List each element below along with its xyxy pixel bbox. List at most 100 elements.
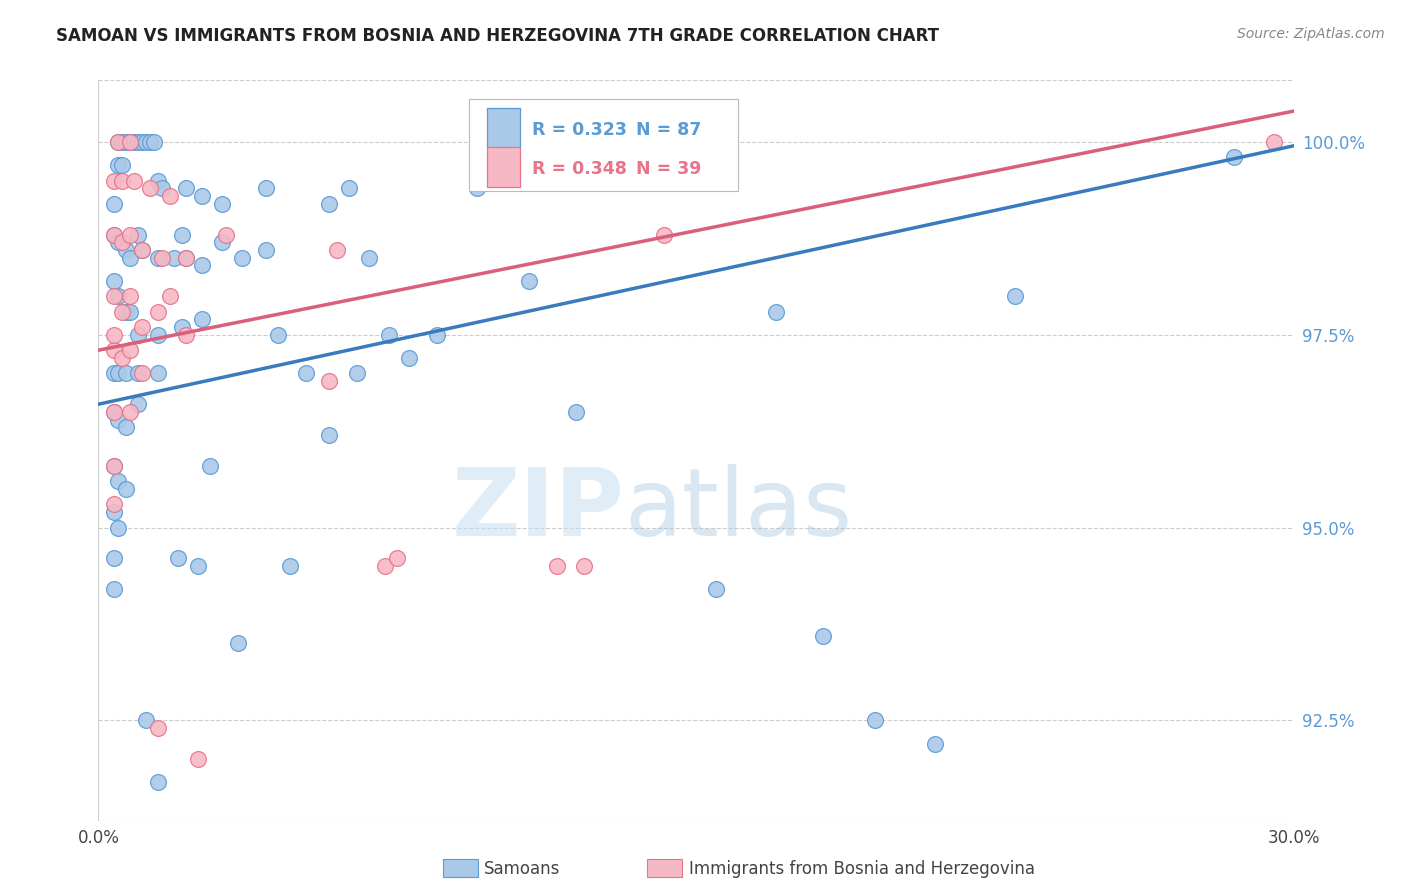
Point bbox=[111, 135, 134, 149]
Point bbox=[103, 227, 125, 242]
Point bbox=[813, 629, 835, 643]
Point bbox=[294, 367, 316, 381]
Point bbox=[120, 135, 142, 149]
Point bbox=[378, 327, 401, 342]
Text: Samoans: Samoans bbox=[484, 860, 560, 878]
Point bbox=[191, 312, 214, 326]
Point bbox=[187, 752, 209, 766]
Point bbox=[124, 135, 146, 149]
Text: atlas: atlas bbox=[624, 464, 852, 556]
Point bbox=[385, 551, 409, 566]
Y-axis label: 7th Grade: 7th Grade bbox=[0, 409, 8, 492]
Point bbox=[120, 135, 142, 149]
Point bbox=[115, 482, 138, 496]
Point bbox=[148, 304, 170, 318]
Point bbox=[278, 559, 301, 574]
Point bbox=[103, 327, 125, 342]
Point bbox=[346, 367, 368, 381]
Point bbox=[148, 327, 170, 342]
Point bbox=[103, 551, 125, 566]
Point bbox=[465, 181, 488, 195]
Point bbox=[131, 135, 153, 149]
Point bbox=[103, 196, 125, 211]
Point bbox=[103, 405, 125, 419]
Point bbox=[103, 173, 125, 187]
Point bbox=[174, 327, 197, 342]
Point bbox=[398, 351, 420, 365]
Point bbox=[254, 243, 277, 257]
Point bbox=[115, 135, 138, 149]
Point bbox=[111, 304, 134, 318]
Point bbox=[318, 428, 340, 442]
Text: Source: ZipAtlas.com: Source: ZipAtlas.com bbox=[1237, 27, 1385, 41]
Point bbox=[120, 289, 142, 303]
Point bbox=[103, 458, 125, 473]
Point bbox=[124, 173, 146, 187]
Point bbox=[163, 251, 186, 265]
Point bbox=[115, 243, 138, 257]
Text: R = 0.348: R = 0.348 bbox=[533, 160, 627, 178]
Point bbox=[103, 367, 125, 381]
Text: ZIP: ZIP bbox=[451, 464, 624, 556]
Point bbox=[267, 327, 290, 342]
Point bbox=[107, 158, 129, 172]
Point bbox=[120, 251, 142, 265]
Point bbox=[139, 181, 162, 195]
Point bbox=[103, 274, 125, 288]
Point bbox=[211, 235, 233, 250]
Point bbox=[111, 173, 134, 187]
Point bbox=[107, 475, 129, 489]
Point bbox=[135, 714, 157, 728]
Point bbox=[120, 405, 142, 419]
Point bbox=[652, 227, 675, 242]
Point bbox=[103, 289, 125, 303]
Point bbox=[637, 173, 659, 187]
Point bbox=[1223, 150, 1246, 164]
Point bbox=[115, 367, 138, 381]
Point bbox=[127, 135, 149, 149]
Point bbox=[131, 320, 153, 334]
Point bbox=[426, 327, 449, 342]
Point bbox=[226, 636, 249, 650]
FancyBboxPatch shape bbox=[486, 146, 520, 187]
Text: N = 39: N = 39 bbox=[637, 160, 702, 178]
Point bbox=[198, 458, 221, 473]
Point bbox=[167, 551, 190, 566]
Point bbox=[1263, 135, 1285, 149]
FancyBboxPatch shape bbox=[470, 99, 738, 191]
Point bbox=[231, 251, 253, 265]
Point bbox=[374, 559, 396, 574]
Point bbox=[103, 498, 125, 512]
Point bbox=[131, 367, 153, 381]
Point bbox=[1004, 289, 1026, 303]
Point bbox=[174, 251, 197, 265]
Point bbox=[326, 243, 349, 257]
Point bbox=[127, 397, 149, 411]
Point bbox=[103, 458, 125, 473]
Point bbox=[131, 243, 153, 257]
FancyBboxPatch shape bbox=[486, 108, 520, 148]
Point bbox=[148, 775, 170, 789]
Point bbox=[924, 737, 946, 751]
Point bbox=[318, 196, 340, 211]
Point bbox=[107, 520, 129, 534]
Point bbox=[111, 235, 134, 250]
Point bbox=[148, 721, 170, 735]
Point bbox=[111, 351, 134, 365]
Point bbox=[139, 135, 162, 149]
Point bbox=[211, 196, 233, 211]
Point bbox=[546, 559, 568, 574]
Text: R = 0.323: R = 0.323 bbox=[533, 120, 627, 139]
Point bbox=[318, 374, 340, 388]
Point bbox=[115, 304, 138, 318]
Point bbox=[103, 405, 125, 419]
Point bbox=[103, 343, 125, 358]
Point bbox=[148, 251, 170, 265]
Point bbox=[150, 181, 173, 195]
Point bbox=[135, 135, 157, 149]
Point bbox=[127, 327, 149, 342]
Point bbox=[159, 289, 181, 303]
Point bbox=[103, 505, 125, 519]
Point bbox=[565, 405, 588, 419]
Point bbox=[865, 714, 887, 728]
